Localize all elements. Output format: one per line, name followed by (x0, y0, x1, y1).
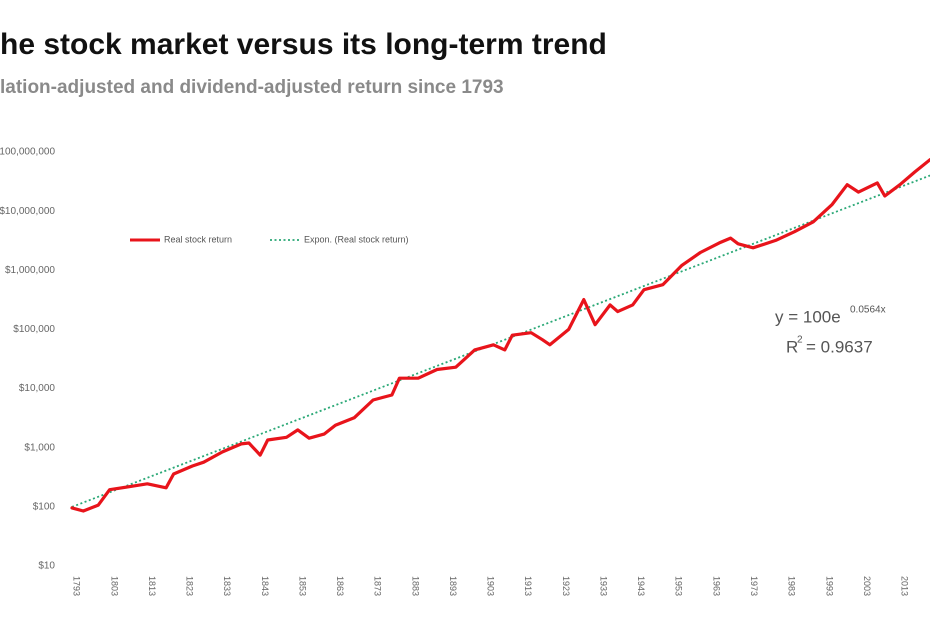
y-tick-label: $10,000 (19, 383, 56, 394)
x-tick-label: 1993 (824, 576, 834, 596)
y-tick-label: $100,000,000 (0, 147, 55, 158)
legend-item: Real stock return (130, 234, 232, 244)
x-tick-label: 1963 (711, 576, 721, 596)
equation: y = 100e (775, 307, 841, 326)
y-tick-label: $100 (33, 501, 56, 512)
x-tick-label: 1823 (185, 576, 195, 596)
line-series (70, 158, 930, 513)
chart-subtitle: lation-adjusted and dividend-adjusted re… (0, 77, 504, 98)
r-squared-value: = 0.9637 (806, 337, 873, 356)
annotation: y = 100e 0.0564x R 2 = 0.9637 (775, 305, 886, 357)
x-tick-label: 2013 (900, 576, 910, 596)
x-tick-label: 1833 (222, 576, 232, 596)
x-tick-label: 1853 (297, 576, 307, 596)
legend-label: Real stock return (164, 234, 232, 244)
x-tick-label: 1813 (147, 576, 157, 596)
x-tick-label: 1873 (373, 576, 383, 596)
line-series (71, 174, 930, 508)
chart-title: he stock market versus its long-term tre… (0, 28, 607, 61)
x-tick-label: 1863 (335, 576, 345, 596)
y-tick-label: $10,000,000 (0, 206, 55, 217)
x-tick-label: 1913 (523, 576, 533, 596)
x-tick-label: 1983 (787, 576, 797, 596)
x-tick-label: 1803 (109, 576, 119, 596)
x-tick-label: 1973 (749, 576, 759, 596)
equation-exponent: 0.0564x (850, 305, 886, 316)
y-tick-label: $100,000 (13, 324, 55, 335)
x-tick-label: 2003 (862, 576, 872, 596)
x-tick-label: 1923 (561, 576, 571, 596)
x-tick-label: 1903 (486, 576, 496, 596)
x-tick-label: 1883 (410, 576, 420, 596)
y-tick-label: $10 (38, 561, 55, 572)
r-squared-exponent: 2 (797, 335, 803, 346)
legend-label: Expon. (Real stock return) (304, 234, 409, 244)
y-tick-label: $1,000 (24, 442, 55, 453)
r-squared-base: R (786, 337, 798, 356)
x-tick-label: 1793 (72, 576, 82, 596)
x-tick-label: 1943 (636, 576, 646, 596)
legend-item: Expon. (Real stock return) (270, 234, 409, 244)
x-tick-label: 1933 (598, 576, 608, 596)
x-tick-label: 1843 (260, 576, 270, 596)
y-tick-label: $1,000,000 (5, 265, 55, 276)
x-tick-label: 1953 (674, 576, 684, 596)
x-tick-label: 1893 (448, 576, 458, 596)
